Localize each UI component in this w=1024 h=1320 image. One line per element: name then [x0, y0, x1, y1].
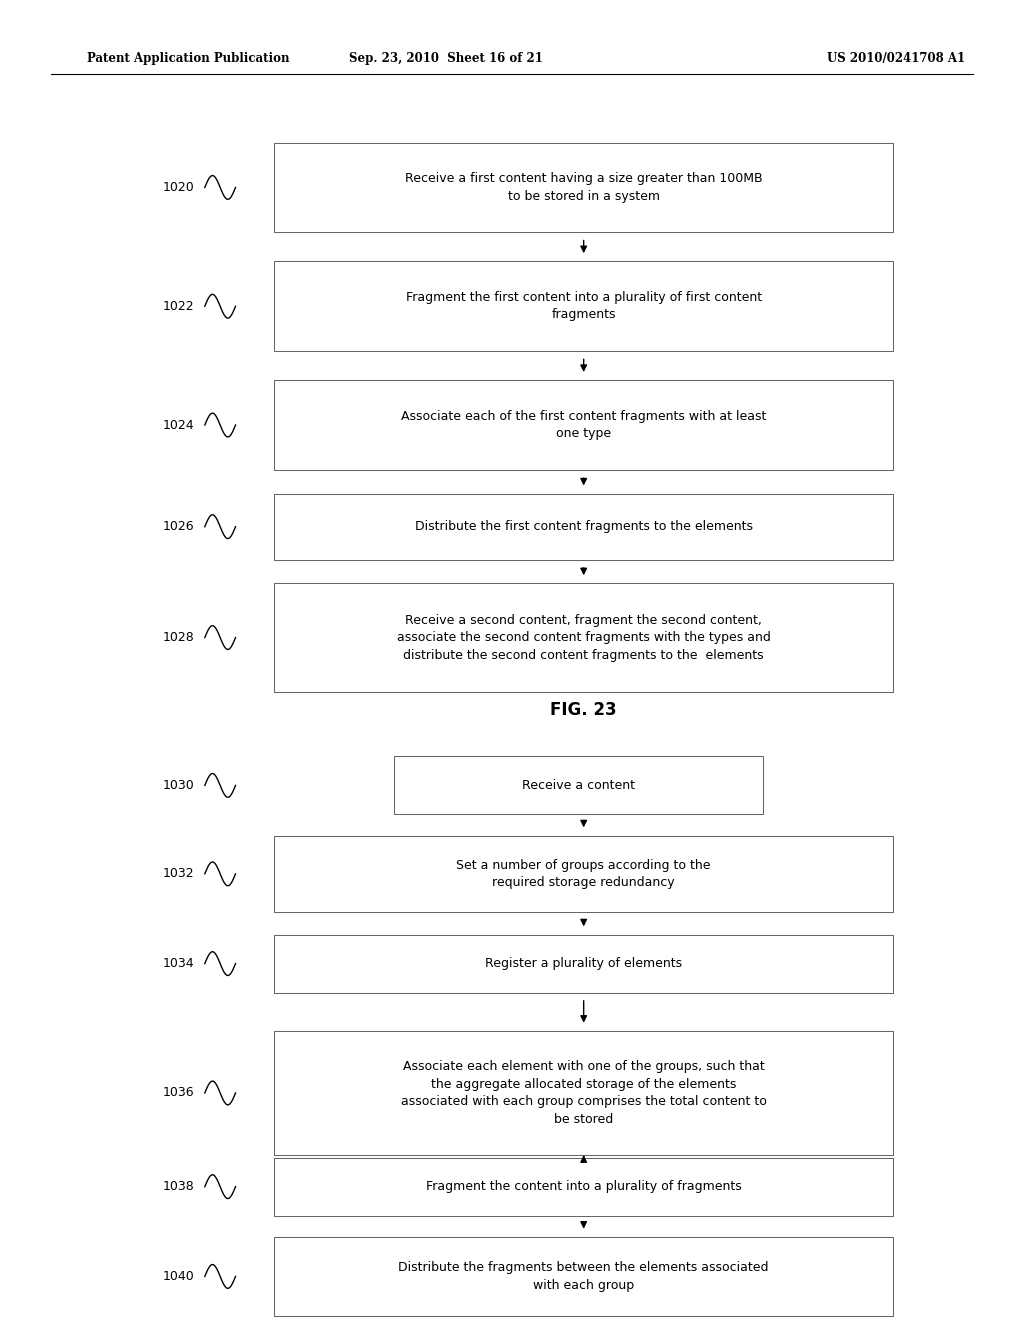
FancyBboxPatch shape — [274, 261, 893, 351]
FancyBboxPatch shape — [274, 1237, 893, 1316]
Text: FIG. 23: FIG. 23 — [550, 701, 617, 719]
Text: Set a number of groups according to the
required storage redundancy: Set a number of groups according to the … — [457, 858, 711, 890]
FancyBboxPatch shape — [274, 583, 893, 692]
Text: 1040: 1040 — [163, 1270, 195, 1283]
Text: Distribute the first content fragments to the elements: Distribute the first content fragments t… — [415, 520, 753, 533]
Text: Receive a content: Receive a content — [522, 779, 635, 792]
Text: Fragment the content into a plurality of fragments: Fragment the content into a plurality of… — [426, 1180, 741, 1193]
Text: 1030: 1030 — [163, 779, 195, 792]
Text: Receive a second content, fragment the second content,
associate the second cont: Receive a second content, fragment the s… — [396, 614, 771, 661]
Text: Fragment the first content into a plurality of first content
fragments: Fragment the first content into a plural… — [406, 290, 762, 322]
Text: US 2010/0241708 A1: US 2010/0241708 A1 — [827, 51, 965, 65]
Text: 1038: 1038 — [163, 1180, 195, 1193]
FancyBboxPatch shape — [274, 1031, 893, 1155]
FancyBboxPatch shape — [274, 935, 893, 993]
Text: 1020: 1020 — [163, 181, 195, 194]
Text: 1036: 1036 — [163, 1086, 195, 1100]
Text: 1024: 1024 — [163, 418, 195, 432]
Text: 1028: 1028 — [163, 631, 195, 644]
FancyBboxPatch shape — [274, 143, 893, 232]
Text: Distribute the fragments between the elements associated
with each group: Distribute the fragments between the ele… — [398, 1261, 769, 1292]
Text: 1026: 1026 — [163, 520, 195, 533]
FancyBboxPatch shape — [274, 494, 893, 560]
FancyBboxPatch shape — [274, 1158, 893, 1216]
Text: 1022: 1022 — [163, 300, 195, 313]
Text: 1034: 1034 — [163, 957, 195, 970]
FancyBboxPatch shape — [274, 380, 893, 470]
Text: Receive a first content having a size greater than 100MB
to be stored in a syste: Receive a first content having a size gr… — [404, 172, 763, 203]
Text: Register a plurality of elements: Register a plurality of elements — [485, 957, 682, 970]
Text: Sep. 23, 2010  Sheet 16 of 21: Sep. 23, 2010 Sheet 16 of 21 — [348, 51, 543, 65]
FancyBboxPatch shape — [394, 756, 763, 814]
Text: Associate each of the first content fragments with at least
one type: Associate each of the first content frag… — [401, 409, 766, 441]
Text: 1032: 1032 — [163, 867, 195, 880]
FancyBboxPatch shape — [274, 836, 893, 912]
Text: Patent Application Publication: Patent Application Publication — [87, 51, 290, 65]
Text: Associate each element with one of the groups, such that
the aggregate allocated: Associate each element with one of the g… — [400, 1060, 767, 1126]
